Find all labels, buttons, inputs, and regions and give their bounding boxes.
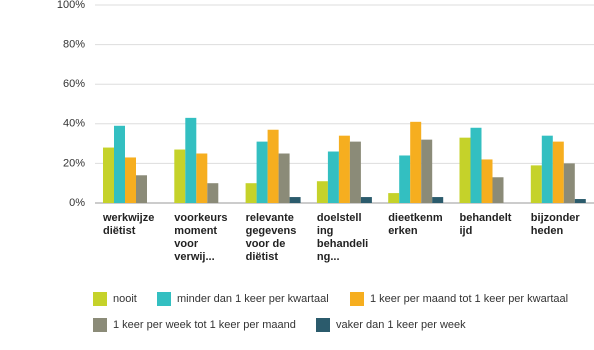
- bar: [349, 141, 361, 203]
- bar: [196, 153, 208, 203]
- bar: [114, 125, 125, 203]
- bar: [136, 175, 147, 203]
- bar: [574, 199, 586, 203]
- bar: [207, 183, 219, 203]
- x-tick-label: diëtist: [246, 251, 279, 263]
- x-tick-label: ijd: [460, 225, 473, 237]
- x-tick-label: ing: [317, 225, 334, 237]
- bar: [399, 155, 411, 203]
- y-tick-label: 80%: [63, 39, 85, 51]
- x-tick-label: voor de: [246, 238, 286, 250]
- bar: [432, 197, 444, 203]
- bar: [267, 129, 279, 203]
- x-tick-label: moment: [174, 225, 217, 237]
- legend-label: 1 keer per week tot 1 keer per maand: [113, 319, 296, 331]
- legend-label: vaker dan 1 keer per week: [336, 319, 466, 331]
- bar: [388, 193, 400, 203]
- bar: [410, 121, 422, 203]
- legend-swatch: [350, 292, 364, 306]
- bar: [459, 137, 471, 203]
- x-tick-label: bijzonder: [531, 212, 581, 224]
- bar: [256, 141, 268, 203]
- y-tick-label: 60%: [63, 78, 85, 90]
- x-tick-label: behandeli: [317, 238, 368, 250]
- x-tick-label: voorkeurs: [174, 212, 227, 224]
- bar: [316, 181, 328, 203]
- bar: [360, 197, 372, 203]
- bar: [125, 157, 136, 203]
- x-tick-label: verwij...: [174, 251, 214, 263]
- x-tick-label: diëtist: [103, 225, 136, 237]
- x-tick-label: ng...: [317, 251, 340, 263]
- bar: [563, 163, 575, 203]
- bar: [174, 149, 186, 203]
- x-tick-label: relevante: [246, 212, 294, 224]
- bar: [278, 153, 290, 203]
- bar: [338, 135, 350, 203]
- legend-label: nooit: [113, 293, 137, 305]
- y-tick-label: 0%: [69, 197, 85, 209]
- x-tick-label: gegevens: [246, 225, 297, 237]
- bar: [530, 165, 542, 203]
- legend-swatch: [157, 292, 171, 306]
- x-tick-label: voor: [174, 238, 199, 250]
- bar: [541, 135, 553, 203]
- x-tick-label: dieetkenm: [388, 212, 443, 224]
- bar: [481, 159, 493, 203]
- legend-label: 1 keer per maand tot 1 keer per kwartaal: [370, 293, 568, 305]
- legend-swatch: [316, 318, 330, 332]
- bar: [470, 127, 482, 203]
- y-tick-label: 20%: [63, 157, 85, 169]
- legend-label: minder dan 1 keer per kwartaal: [177, 293, 329, 305]
- y-tick-label: 40%: [63, 118, 85, 130]
- y-tick-label: 100%: [57, 0, 85, 11]
- bar: [421, 139, 433, 203]
- legend-swatch: [93, 292, 107, 306]
- x-tick-label: werkwijze: [102, 212, 154, 224]
- bar: [289, 197, 301, 203]
- bar: [103, 147, 114, 203]
- x-tick-label: doelstell: [317, 212, 362, 224]
- bar: [185, 117, 197, 203]
- x-tick-label: erken: [388, 225, 418, 237]
- x-tick-label: behandelt: [460, 212, 512, 224]
- bar: [245, 183, 257, 203]
- legend-swatch: [93, 318, 107, 332]
- x-tick-label: heden: [531, 225, 564, 237]
- bar: [327, 151, 339, 203]
- bar: [492, 177, 504, 203]
- bar: [552, 141, 564, 203]
